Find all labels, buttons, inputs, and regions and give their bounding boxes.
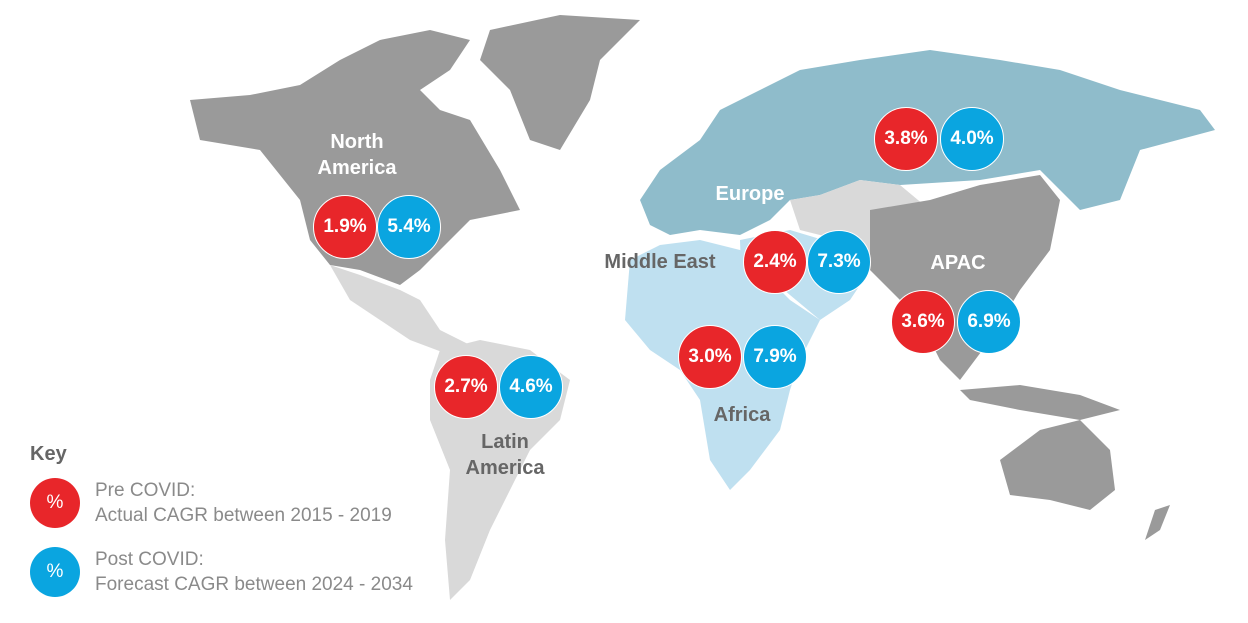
pre-covid-bubble-africa: 3.0% <box>678 325 742 389</box>
pre-covid-key-dot: % <box>30 478 80 528</box>
indonesia-shape <box>960 385 1120 420</box>
region-label-north-america: North America <box>318 129 397 181</box>
central-america-shape <box>330 265 470 355</box>
region-label-line: America <box>317 157 397 179</box>
post-covid-bubble-europe: 4.0% <box>940 107 1004 171</box>
region-label-africa: Africa <box>713 404 771 426</box>
key-line: Pre COVID: <box>95 480 196 501</box>
key-text: Pre COVID: Actual CAGR between 2015 - 201… <box>95 478 392 528</box>
pre-covid-bubble-apac: 3.6% <box>891 290 955 354</box>
region-label-europe: Europe <box>715 183 785 205</box>
post-covid-bubble-africa: 7.9% <box>743 325 807 389</box>
key-line: Post COVID: <box>95 549 204 570</box>
new-zealand-shape <box>1145 505 1170 540</box>
post-covid-bubble-north-america: 5.4% <box>377 195 441 259</box>
pre-covid-bubble-latin-america: 2.7% <box>434 355 498 419</box>
post-covid-key-dot: % <box>30 547 80 597</box>
key-item-pre-covid: % Pre COVID: Actual CAGR between 2015 - 2… <box>30 478 392 528</box>
post-covid-bubble-middle-east: 7.3% <box>807 230 871 294</box>
region-label-line: Latin <box>481 431 529 453</box>
post-covid-bubble-latin-america: 4.6% <box>499 355 563 419</box>
region-label-line: America <box>465 457 545 479</box>
australia-shape <box>1000 420 1115 510</box>
key-title: Key <box>30 443 67 465</box>
pre-covid-bubble-middle-east: 2.4% <box>743 230 807 294</box>
post-covid-bubble-apac: 6.9% <box>957 290 1021 354</box>
apac-shape <box>870 175 1060 380</box>
pre-covid-bubble-europe: 3.8% <box>874 107 938 171</box>
greenland-shape <box>480 15 640 150</box>
key-text: Post COVID: Forecast CAGR between 2024 - … <box>95 547 413 597</box>
region-label-line: North <box>330 131 384 153</box>
key-line: Forecast CAGR between 2024 - 2034 <box>95 574 413 595</box>
region-label-middle-east: Middle East <box>604 251 716 273</box>
region-label-apac: APAC <box>930 252 986 274</box>
key-item-post-covid: % Post COVID: Forecast CAGR between 2024 … <box>30 547 413 597</box>
region-label-latin-america: Latin America <box>466 429 545 481</box>
pre-covid-bubble-north-america: 1.9% <box>313 195 377 259</box>
key-line: Actual CAGR between 2015 - 2019 <box>95 505 392 526</box>
